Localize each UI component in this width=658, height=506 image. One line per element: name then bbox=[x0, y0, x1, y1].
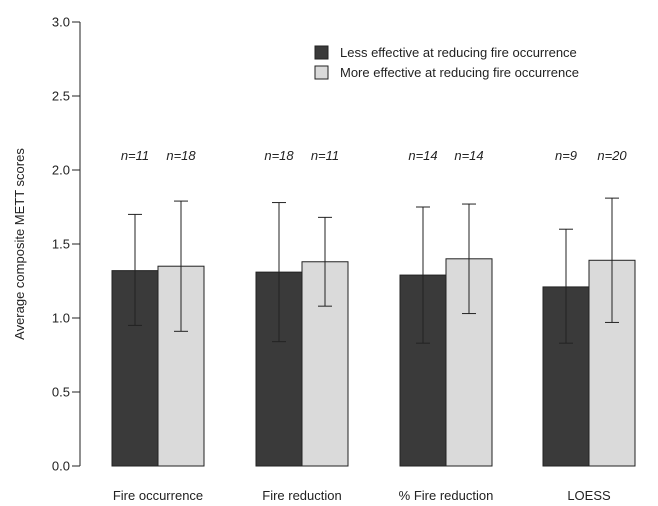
category-label: % Fire reduction bbox=[399, 488, 494, 503]
y-tick-label: 1.0 bbox=[52, 311, 70, 326]
sample-size-label: n=20 bbox=[597, 148, 627, 163]
bar bbox=[301, 261, 349, 467]
y-tick-label: 2.0 bbox=[52, 163, 70, 178]
y-axis: 0.0 0.5 1.0 1.5 2.0 2.5 3.0 bbox=[52, 15, 81, 474]
legend-label: More effective at reducing fire occurren… bbox=[340, 65, 579, 80]
legend: Less effective at reducing fire occurren… bbox=[314, 45, 579, 80]
category-label: Fire reduction bbox=[262, 488, 341, 503]
error-bars-group bbox=[128, 197, 619, 344]
y-axis-title: Average composite METT scores bbox=[12, 148, 27, 340]
sample-size-label: n=18 bbox=[166, 148, 196, 163]
category-label: Fire occurrence bbox=[113, 488, 203, 503]
sample-size-label: n=11 bbox=[311, 148, 339, 163]
bars-group bbox=[111, 258, 636, 467]
y-tick-label: 1.5 bbox=[52, 237, 70, 252]
sample-size-label: n=14 bbox=[454, 148, 483, 163]
sample-size-label: n=14 bbox=[408, 148, 437, 163]
category-label: LOESS bbox=[567, 488, 611, 503]
legend-swatch bbox=[314, 65, 329, 80]
sample-size-label: n=18 bbox=[264, 148, 294, 163]
y-tick-label: 3.0 bbox=[52, 15, 70, 30]
y-tick-label: 0.5 bbox=[52, 385, 70, 400]
y-tick-label: 2.5 bbox=[52, 89, 70, 104]
y-tick-label: 0.0 bbox=[52, 459, 70, 474]
sample-size-label: n=9 bbox=[555, 148, 577, 163]
legend-label: Less effective at reducing fire occurren… bbox=[340, 45, 577, 60]
category-labels: Fire occurrence Fire reduction % Fire redu… bbox=[113, 488, 611, 503]
sample-size-labels: n=11 n=18 n=18 n=11 n=14 n=14 n=9 n=20 bbox=[121, 148, 628, 163]
sample-size-label: n=11 bbox=[121, 148, 149, 163]
legend-swatch bbox=[314, 45, 329, 60]
